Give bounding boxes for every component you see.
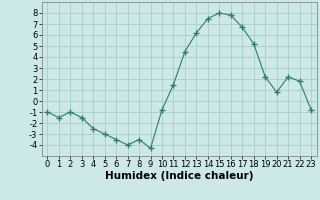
X-axis label: Humidex (Indice chaleur): Humidex (Indice chaleur) (105, 171, 253, 181)
